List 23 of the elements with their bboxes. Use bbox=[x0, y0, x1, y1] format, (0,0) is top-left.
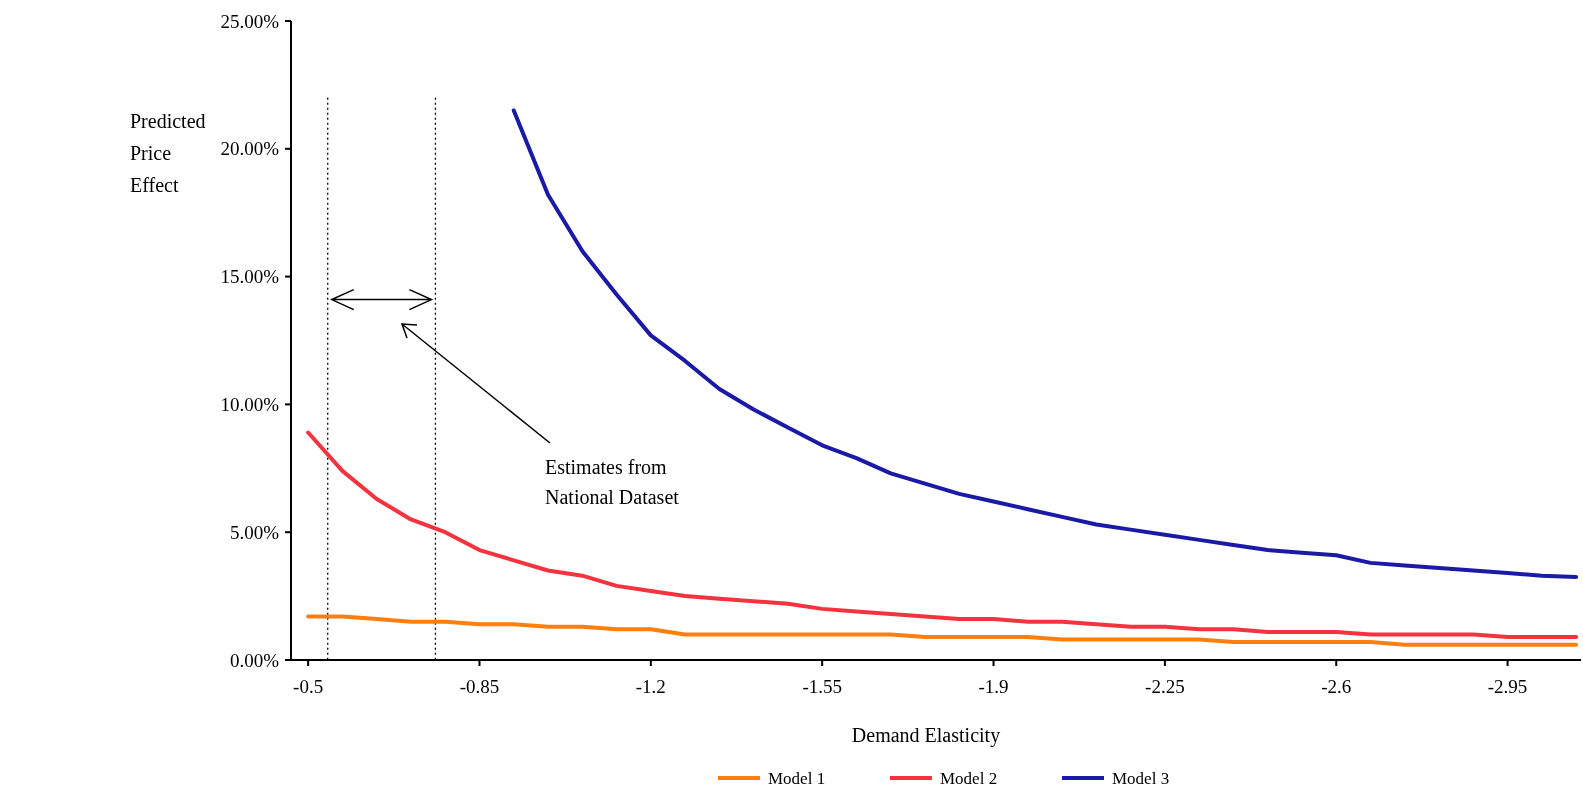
y-tick-label: 10.00% bbox=[220, 394, 280, 416]
x-tick-label: -0.85 bbox=[459, 676, 500, 697]
line-series bbox=[306, 430, 1579, 639]
y-tick-label: 20.00% bbox=[220, 138, 280, 160]
line-series bbox=[511, 108, 1579, 579]
y-axis-title: Predicted Price Effect bbox=[130, 110, 206, 196]
x-axis-title: Demand Elasticity bbox=[851, 724, 1001, 747]
legend-label: Model 3 bbox=[1112, 768, 1170, 788]
y-tick-label: 5.00% bbox=[229, 521, 280, 543]
x-tick-label: -0.5 bbox=[293, 676, 324, 697]
x-tick-label: -1.9 bbox=[978, 676, 1009, 697]
legend-label: Model 1 bbox=[768, 768, 826, 788]
x-tick-label: -1.2 bbox=[635, 676, 666, 697]
x-tick-label: -2.25 bbox=[1145, 676, 1185, 697]
x-tick-label: -2.6 bbox=[1321, 676, 1352, 697]
legend-label: Model 2 bbox=[940, 768, 998, 788]
x-tick-label: -1.55 bbox=[802, 676, 842, 697]
y-tick-label: 15.00% bbox=[220, 266, 280, 288]
x-tick-label: -2.95 bbox=[1487, 676, 1528, 697]
y-tick-label: 0.00% bbox=[229, 649, 280, 671]
y-tick-label: 25.00% bbox=[220, 10, 280, 32]
annotation: Estimates from National Dataset bbox=[545, 456, 680, 508]
line-series bbox=[306, 614, 1579, 647]
